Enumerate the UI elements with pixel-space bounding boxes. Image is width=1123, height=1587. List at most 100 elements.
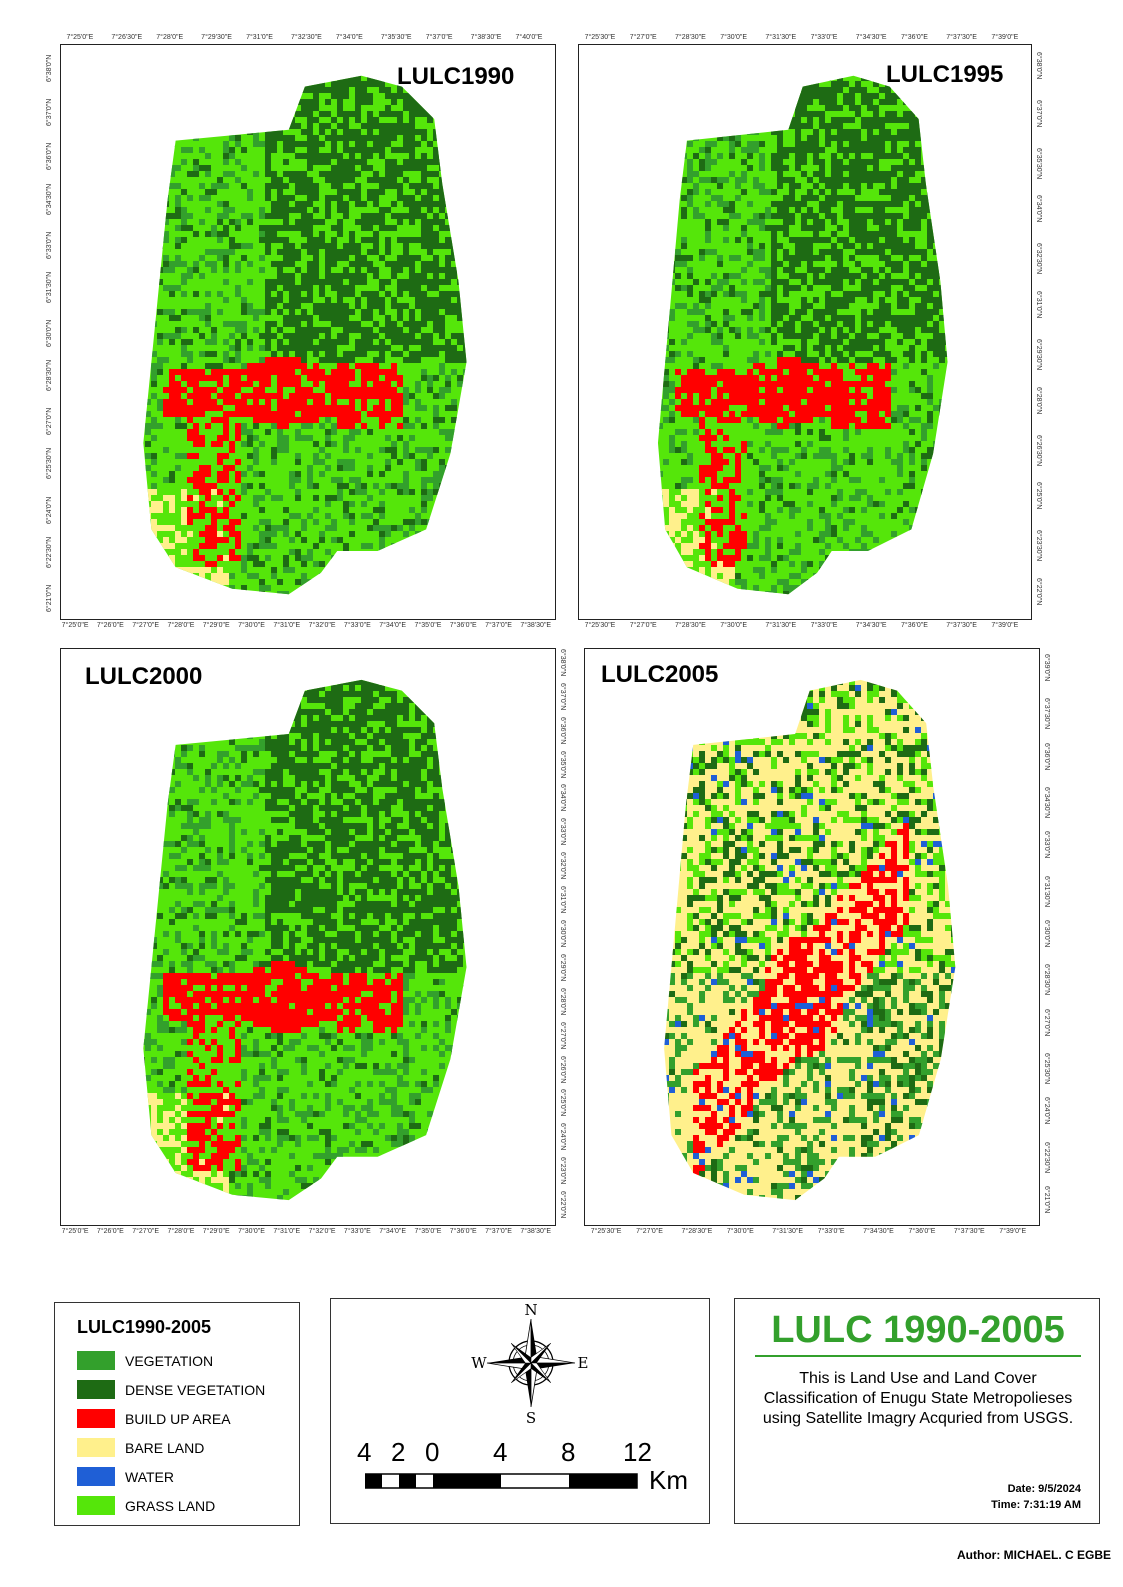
lat-tick-label: 6°28'30"N: [1043, 964, 1050, 996]
lat-tick-label: 6°38'0"N: [559, 648, 566, 677]
lon-tick-label: 7°37'30"E: [953, 1228, 985, 1235]
lon-tick-label: 7°36'0"E: [901, 34, 928, 41]
lon-tick-label: 7°32'30"E: [291, 34, 322, 41]
lon-tick-label: 7°32'0"E: [308, 1228, 336, 1235]
lon-tick-label: 7°38'30"E: [520, 1228, 552, 1235]
map-description: This is Land Use and Land Cover Classifi…: [762, 1370, 1074, 1427]
lon-tick-label: 7°30'0"E: [720, 622, 748, 629]
compass-scale-panel: N S E W 4 2 0 4 8 12 Km: [330, 1298, 710, 1524]
lulc2000-raster: [143, 679, 467, 1201]
lon-tick-label: 7°33'0"E: [343, 622, 371, 629]
lat-tick-label: 6°29'30"N: [1035, 338, 1042, 371]
lon-tick-label: 7°25'30"E: [590, 1228, 622, 1235]
lon-tick-label: 7°36'0"E: [449, 1228, 477, 1235]
lon-tick-label: 7°31'0"E: [273, 622, 301, 629]
map-lulc1990: LULC1990: [60, 44, 556, 620]
legend-label: WATER: [125, 1469, 174, 1485]
lon-tick-label: 7°30'0"E: [720, 34, 748, 41]
date-label: Date: 9/5/2024: [1007, 1483, 1081, 1495]
lon-tick-label: 7°31'0"E: [246, 34, 273, 41]
lon-tick-label: 7°35'0"E: [414, 1228, 442, 1235]
lat-tick-label: 6°28'0"N: [559, 987, 566, 1015]
lon-tick-label: 7°28'0"E: [167, 1228, 195, 1235]
lat-tick-label: 6°22'0"N: [1035, 578, 1042, 606]
swatch: [77, 1467, 115, 1486]
lat-tick-label: 6°22'30"N: [46, 536, 53, 568]
lon-tick-label: 7°28'0"E: [167, 622, 195, 629]
scale-label: 8: [561, 1437, 576, 1467]
lon-tick-label: 7°38'30"E: [520, 622, 552, 629]
title-underline: [755, 1355, 1081, 1357]
lon-tick-label: 7°31'30"E: [765, 622, 797, 629]
scale-label: 12: [623, 1437, 652, 1467]
lat-tick-label: 6°27'0"N: [559, 1021, 566, 1049]
lat-tick-label: 6°34'30"N: [1043, 787, 1050, 819]
legend-label: VEGETATION: [125, 1353, 214, 1369]
map-lulc2000: LULC2000: [60, 648, 556, 1226]
lat-tick-label: 6°36'0"N: [1043, 742, 1050, 771]
swatch: [77, 1438, 115, 1457]
lon-tick-label: 7°33'0"E: [343, 1228, 371, 1235]
legend-label: BARE LAND: [125, 1440, 205, 1456]
legend-panel: LULC1990-2005 VEGETATION DENSE VEGETATIO…: [54, 1302, 300, 1526]
lon-tick-label: 7°36'0"E: [449, 622, 477, 629]
lon-tick-label: 7°34'30"E: [863, 1228, 894, 1235]
map-lulc2005: LULC2005: [584, 648, 1040, 1226]
legend-title: LULC1990-2005: [77, 1317, 212, 1337]
lat-tick-label: 6°34'0"N: [559, 784, 566, 812]
lat-tick-label: 6°37'30"N: [1043, 698, 1050, 730]
lon-tick-label: 7°39'0"E: [999, 1228, 1027, 1235]
map-title: LULC2000: [85, 663, 203, 690]
lat-tick-label: 6°24'0"N: [1043, 1097, 1050, 1125]
swatch: [77, 1380, 115, 1399]
lon-tick-label: 7°34'30"E: [855, 34, 887, 41]
lat-tick-label: 6°21'0"N: [46, 584, 53, 612]
swatch: [77, 1409, 115, 1428]
lat-tick-label: 6°31'0"N: [559, 886, 566, 914]
lon-tick-label: 7°34'0"E: [379, 1228, 407, 1235]
lat-tick-label: 6°29'0"N: [559, 953, 566, 982]
scale-label: 4: [493, 1437, 508, 1467]
lat-tick-label: 6°24'0"N: [559, 1123, 566, 1151]
lon-tick-label: 7°34'30"E: [855, 622, 887, 629]
lat-tick-label: 6°25'30"N: [46, 448, 53, 480]
map-lulc1995: LULC1995: [578, 44, 1032, 620]
lon-tick-label: 7°34'0"E: [335, 34, 363, 41]
lat-tick-label: 6°30'0"N: [46, 319, 53, 347]
lon-tick-label: 7°31'30"E: [765, 34, 797, 41]
lon-tick-label: 7°40'0"E: [515, 34, 543, 41]
scale-label: 2: [391, 1437, 406, 1467]
lat-tick-label: 6°31'30"N: [46, 271, 53, 303]
lon-tick-label: 7°39'0"E: [991, 622, 1019, 629]
lat-tick-label: 6°36'0"N: [46, 143, 53, 171]
lat-tick-label: 6°27'0"N: [46, 408, 53, 436]
lon-tick-label: 7°30'0"E: [238, 1228, 265, 1235]
lon-tick-label: 7°35'30"E: [380, 34, 412, 41]
lat-tick-label: 6°37'0"N: [46, 98, 53, 127]
map-title: LULC2005: [601, 661, 719, 688]
lat-tick-label: 6°37'0"N: [559, 682, 566, 711]
lat-tick-label: 6°38'0"N: [46, 54, 53, 83]
lon-tick-label: 7°28'30"E: [675, 622, 706, 629]
north-arrow-icon: N S E W: [471, 1301, 588, 1427]
lat-tick-label: 6°25'0"N: [1035, 482, 1042, 510]
lon-tick-label: 7°38'30"E: [470, 34, 502, 41]
lat-tick-label: 6°23'30"N: [1035, 530, 1042, 562]
lat-tick-label: 6°33'0"N: [46, 231, 53, 259]
lat-tick-label: 6°34'0"N: [1035, 195, 1042, 223]
swatch: [77, 1496, 115, 1515]
lon-tick-label: 7°36'0"E: [908, 1228, 936, 1235]
lon-tick-label: 7°32'0"E: [308, 622, 336, 629]
lon-tick-label: 7°25'0"E: [61, 622, 89, 629]
lat-tick-label: 6°28'0"N: [1035, 386, 1042, 414]
lat-tick-label: 6°21'0"N: [1043, 1185, 1050, 1214]
lat-tick-label: 6°34'30"N: [46, 183, 53, 215]
lon-tick-label: 7°37'0"E: [425, 34, 453, 41]
lon-tick-label: 7°30'0"E: [726, 1228, 754, 1235]
lon-tick-label: 7°25'30"E: [584, 34, 616, 41]
lat-tick-label: 6°32'0"N: [559, 852, 566, 880]
lat-tick-label: 6°24'0"N: [46, 496, 53, 524]
lon-tick-label: 7°26'0"E: [96, 1228, 124, 1235]
lon-tick-label: 7°25'0"E: [66, 34, 94, 41]
lon-tick-label: 7°31'0"E: [273, 1228, 301, 1235]
